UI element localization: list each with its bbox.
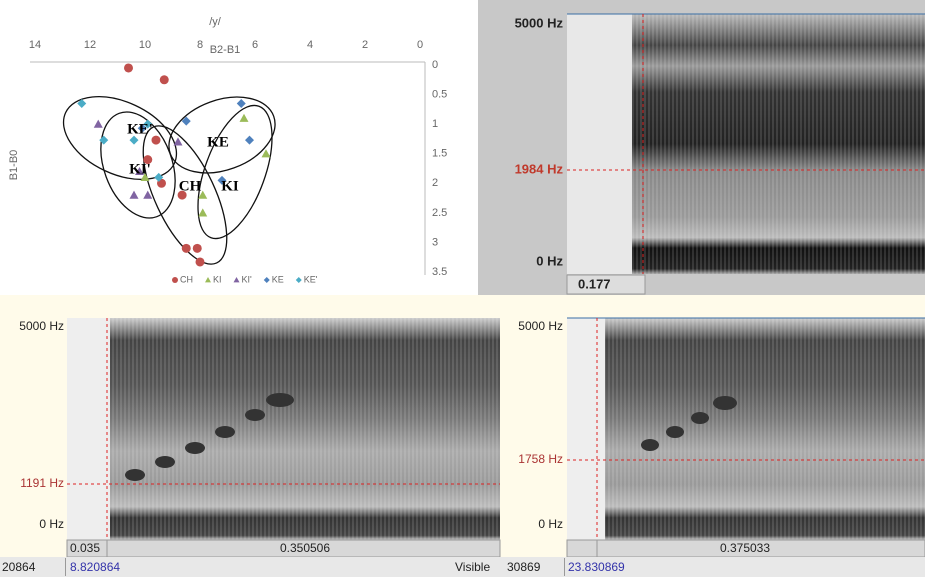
legend-label: KE [272,274,284,284]
window-start-label: 30869 [507,560,541,574]
x-tick-label: 8 [197,39,203,51]
point [198,208,208,217]
point [173,137,183,146]
legend-label: KE' [304,274,318,284]
formant-transition [125,393,294,481]
point [143,190,153,199]
group-label: KE [207,134,229,150]
x-tick-label: 12 [84,39,96,51]
legend-label: KI' [242,274,253,284]
x-tick-label: 10 [139,39,151,51]
cursor-freq-label: 1984 Hz [515,161,564,176]
y-tick-label: 1 [432,118,438,130]
y-tick-label: 1.5 [432,148,447,160]
legend-swatch [233,277,240,283]
freq-max-label: 5000 Hz [515,15,564,30]
point [143,119,153,129]
point [154,172,164,182]
status-bar [505,557,925,577]
point [217,175,227,185]
y-tick-label: 3.5 [432,266,447,278]
y-tick-label: 0.5 [432,88,447,100]
point [93,119,103,128]
freq-min-label: 0 Hz [39,517,64,531]
point [143,155,153,165]
legend-label: CH [180,274,193,284]
point [124,63,133,73]
cursor-freq-label: 1758 Hz [518,452,563,466]
point [77,98,87,108]
time-mid-label: 0.350506 [280,541,330,555]
point [192,243,202,253]
x-tick-label: 4 [307,39,313,51]
window-time-label: 23.830869 [568,560,625,574]
time-start-label: 0.177 [578,276,611,291]
point [181,243,191,253]
y-tick-label: 2 [432,177,438,189]
freq-max-label: 5000 Hz [518,319,563,333]
group-label: KE' [127,121,153,137]
point [236,98,246,108]
visible-label: Visible [455,560,490,574]
point [159,75,169,85]
ellipse [142,125,228,265]
status-bar [0,557,505,577]
point [177,190,187,200]
formant-transition [641,396,737,451]
ellipse [100,111,176,219]
freq-max-label: 5000 Hz [19,319,64,333]
time-mid-label: 0.375033 [720,541,770,555]
cursor-freq-label: 1191 Hz [20,476,64,490]
point [198,190,208,199]
legend-swatch [205,277,211,283]
legend-swatch [263,277,270,283]
point [245,135,254,145]
time-start-label: 0.035 [70,541,100,555]
divider [65,558,66,576]
spectrogram-texture [605,318,925,540]
group-ellipses [62,96,276,265]
legend-swatch [295,277,302,283]
freq-min-label: 0 Hz [536,253,563,268]
point [140,172,150,181]
point [261,149,271,158]
point [129,190,139,199]
divider [564,558,565,576]
y-tick-label: 0 [432,59,438,71]
chart-panel [0,0,478,295]
group-label: KI [221,178,239,194]
point [239,113,249,122]
ellipse [62,96,178,180]
y-axis-label: B1-B0 [8,150,20,181]
point [195,257,205,267]
group-label: KI' [129,161,151,177]
ellipse [197,104,273,240]
time-box [566,274,646,295]
point [99,135,109,145]
point [137,123,147,133]
window-time-label: 8.820864 [70,560,120,574]
freq-min-label: 0 Hz [538,517,563,531]
x-tick-label: 6 [252,39,258,51]
x-tick-label: 14 [29,39,41,51]
x-axis-label: B2-B1 [210,44,241,56]
window-start-label: 20864 [2,560,36,574]
legend-label: KI [213,274,222,284]
point [181,116,191,126]
chart-title: /y/ [209,16,222,28]
y-tick-label: 2.5 [432,207,447,219]
spectrogram-texture [110,318,500,540]
x-tick-label: 0 [417,39,423,51]
point [129,135,139,145]
legend-swatch [172,277,178,283]
point [151,135,161,145]
y-tick-label: 3 [432,236,438,248]
group-label: CH [179,178,202,194]
spectrogram-texture [632,14,925,274]
point [135,166,144,176]
x-tick-label: 2 [362,39,368,51]
